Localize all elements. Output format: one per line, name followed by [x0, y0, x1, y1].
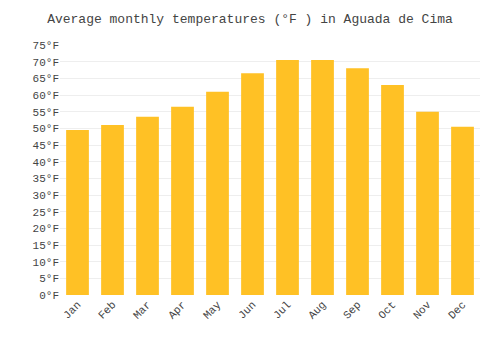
svg-text:65°F: 65°F: [33, 73, 59, 85]
svg-text:Mar: Mar: [131, 299, 153, 321]
svg-text:70°F: 70°F: [33, 57, 59, 69]
svg-text:20°F: 20°F: [33, 223, 59, 235]
svg-text:Feb: Feb: [96, 299, 118, 321]
svg-text:30°F: 30°F: [33, 190, 59, 202]
svg-text:40°F: 40°F: [33, 157, 59, 169]
svg-text:Jun: Jun: [236, 299, 258, 321]
svg-text:Oct: Oct: [376, 299, 398, 321]
svg-text:Sep: Sep: [341, 299, 363, 321]
svg-text:60°F: 60°F: [33, 90, 59, 102]
svg-text:Apr: Apr: [166, 299, 188, 321]
svg-text:45°F: 45°F: [33, 140, 59, 152]
svg-text:0°F: 0°F: [39, 290, 59, 302]
svg-text:Aug: Aug: [306, 299, 328, 321]
svg-text:Average monthly temperatures (: Average monthly temperatures (°F ) in Ag…: [47, 12, 453, 27]
svg-text:25°F: 25°F: [33, 207, 59, 219]
svg-text:50°F: 50°F: [33, 123, 59, 135]
svg-text:10°F: 10°F: [33, 257, 59, 269]
svg-text:5°F: 5°F: [39, 273, 59, 285]
svg-text:May: May: [201, 299, 224, 322]
svg-text:Jul: Jul: [271, 299, 293, 321]
svg-text:35°F: 35°F: [33, 173, 59, 185]
svg-text:Dec: Dec: [446, 299, 468, 321]
svg-text:55°F: 55°F: [33, 107, 59, 119]
svg-text:Nov: Nov: [411, 299, 434, 322]
svg-text:15°F: 15°F: [33, 240, 59, 252]
svg-text:Jan: Jan: [61, 299, 83, 321]
svg-text:75°F: 75°F: [33, 40, 59, 52]
